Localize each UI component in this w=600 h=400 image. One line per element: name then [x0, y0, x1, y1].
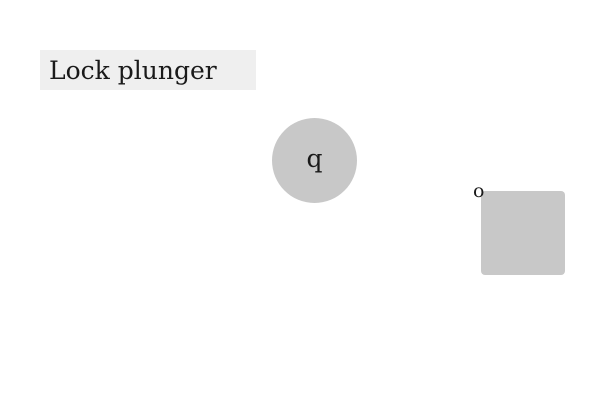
- q-round-button[interactable]: q: [272, 118, 357, 203]
- q-round-button-key: q: [306, 144, 323, 173]
- o-square-button[interactable]: [481, 191, 565, 275]
- o-square-button-key: o: [473, 180, 485, 202]
- lock-plunger-label-text: Lock plunger: [49, 55, 217, 85]
- lock-plunger-label: Lock plunger: [40, 50, 256, 90]
